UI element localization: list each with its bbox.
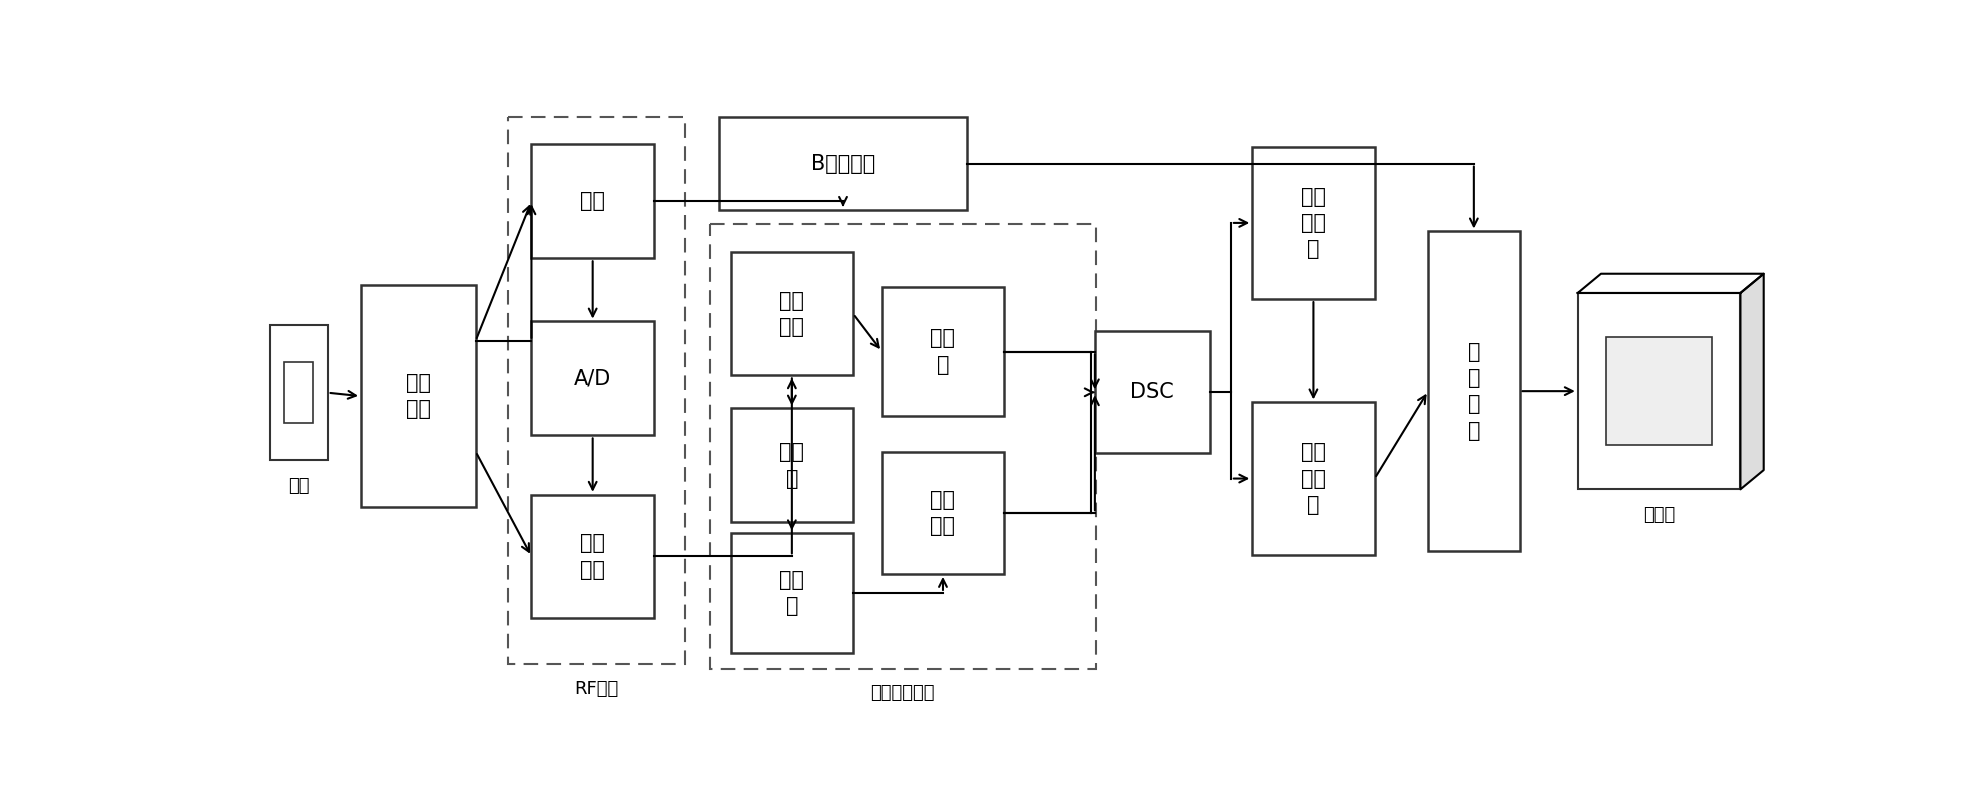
Text: 空间
平滑: 空间 平滑	[930, 490, 955, 536]
Bar	[1606, 337, 1712, 445]
Bar	[1253, 147, 1375, 299]
Bar	[731, 252, 853, 376]
Bar	[284, 362, 313, 423]
Text: 正交
解调: 正交 解调	[780, 291, 804, 337]
Text: 探头: 探头	[288, 477, 309, 495]
Text: 自相
关: 自相 关	[780, 570, 804, 616]
Bar	[532, 494, 654, 618]
Text: 壁滤
波: 壁滤 波	[780, 443, 804, 489]
Bar	[532, 145, 654, 259]
Bar	[719, 117, 967, 210]
Bar	[1253, 402, 1375, 555]
Text: DSC: DSC	[1131, 382, 1174, 402]
Bar	[508, 117, 686, 664]
Text: 彩色血流处理: 彩色血流处理	[871, 684, 936, 702]
Bar	[361, 285, 475, 507]
Text: A/D: A/D	[573, 369, 611, 388]
Bar	[709, 224, 1095, 669]
Text: 发射
接收: 发射 接收	[406, 373, 431, 420]
Bar	[731, 409, 853, 523]
Text: B信号处理: B信号处理	[812, 153, 875, 174]
Text: 显示器: 显示器	[1643, 506, 1674, 524]
Bar	[731, 533, 853, 652]
Bar	[1578, 293, 1740, 490]
Text: 颜
色
映
射: 颜 色 映 射	[1468, 342, 1479, 441]
Bar	[883, 287, 1005, 416]
Bar	[1428, 231, 1519, 551]
Text: 帧相
关: 帧相 关	[930, 329, 955, 375]
Text: RF处理: RF处理	[575, 680, 619, 697]
Bar	[883, 453, 1005, 574]
Bar	[532, 321, 654, 435]
Bar	[1095, 332, 1210, 454]
Bar	[270, 325, 327, 460]
Text: 放大: 放大	[581, 191, 605, 211]
Text: 波束
合成: 波束 合成	[581, 533, 605, 579]
Polygon shape	[1740, 274, 1763, 490]
Text: 优先
权平
滑: 优先 权平 滑	[1300, 443, 1326, 515]
Text: 优先
权估
计: 优先 权估 计	[1300, 186, 1326, 259]
